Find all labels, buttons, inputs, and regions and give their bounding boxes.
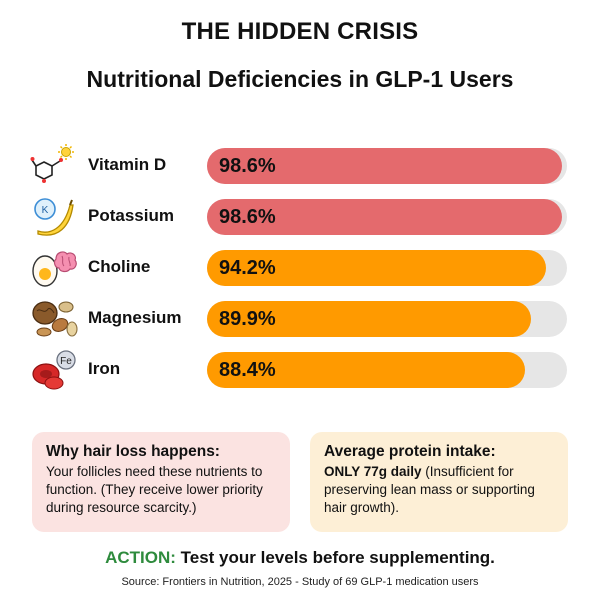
- page-title: THE HIDDEN CRISIS: [181, 18, 419, 45]
- bar-label: Vitamin D: [88, 155, 167, 174]
- bar-label: Magnesium: [88, 308, 182, 327]
- card-title: Why hair loss happens:: [46, 443, 220, 460]
- bar-row-choline: Choline 94.2%: [0, 242, 600, 293]
- source-note: Source: Frontiers in Nutrition, 2025 - S…: [121, 576, 479, 588]
- bar-row-vitamin-d: Vitamin D 98.6%: [0, 140, 600, 191]
- banana-icon: K: [30, 195, 78, 239]
- bar-label: Iron: [88, 359, 121, 378]
- bar-fill: [207, 301, 531, 337]
- svg-text:Fe: Fe: [60, 356, 72, 367]
- bar-value-label: 89.9%: [219, 308, 276, 330]
- card-emphasis: ONLY 77g daily: [324, 464, 422, 479]
- bar-fill: [207, 352, 526, 388]
- action-text: Test your levels before supplementing.: [175, 548, 495, 567]
- protein-card: Average protein intake: ONLY 77g daily (…: [310, 432, 568, 532]
- card-title: Average protein intake:: [324, 443, 496, 460]
- bar-row-magnesium: Magnesium 89.9%: [0, 293, 600, 344]
- action-line: ACTION: Test your levels before suppleme…: [0, 548, 600, 568]
- bar-value-label: 94.2%: [219, 257, 276, 279]
- bar-chart: Vitamin D 98.6% K Potassium 98.6%: [0, 140, 600, 395]
- bar-value-label: 88.4%: [219, 359, 276, 381]
- bar-track: 94.2%: [207, 250, 567, 286]
- blood-cells-icon: Fe: [30, 348, 78, 392]
- card-body: Your follicles need these nutrients to f…: [46, 464, 263, 515]
- bar-fill: [207, 199, 562, 235]
- bar-fill: [207, 250, 547, 286]
- bar-fill: [207, 148, 562, 184]
- bar-value-label: 98.6%: [219, 155, 276, 177]
- bar-label: Potassium: [88, 206, 174, 225]
- card-body: (Insufficient for preserving lean mass o…: [324, 464, 535, 515]
- bar-track: 89.9%: [207, 301, 567, 337]
- bar-row-potassium: K Potassium 98.6%: [0, 191, 600, 242]
- molecule-sun-icon: [30, 144, 78, 188]
- svg-text:K: K: [42, 205, 49, 216]
- bar-value-label: 98.6%: [219, 206, 276, 228]
- page-subtitle: Nutritional Deficiencies in GLP-1 Users: [86, 66, 514, 92]
- nuts-icon: [30, 297, 78, 341]
- bar-track: 88.4%: [207, 352, 567, 388]
- bar-row-iron: Fe Iron 88.4%: [0, 344, 600, 395]
- egg-brain-icon: [30, 246, 78, 290]
- hair-loss-card: Why hair loss happens: Your follicles ne…: [32, 432, 290, 532]
- bar-track: 98.6%: [207, 148, 567, 184]
- bar-label: Choline: [88, 257, 151, 276]
- bar-track: 98.6%: [207, 199, 567, 235]
- card-body-wrap: ONLY 77g daily (Insufficient for preserv…: [324, 463, 554, 517]
- action-key: ACTION:: [105, 548, 176, 567]
